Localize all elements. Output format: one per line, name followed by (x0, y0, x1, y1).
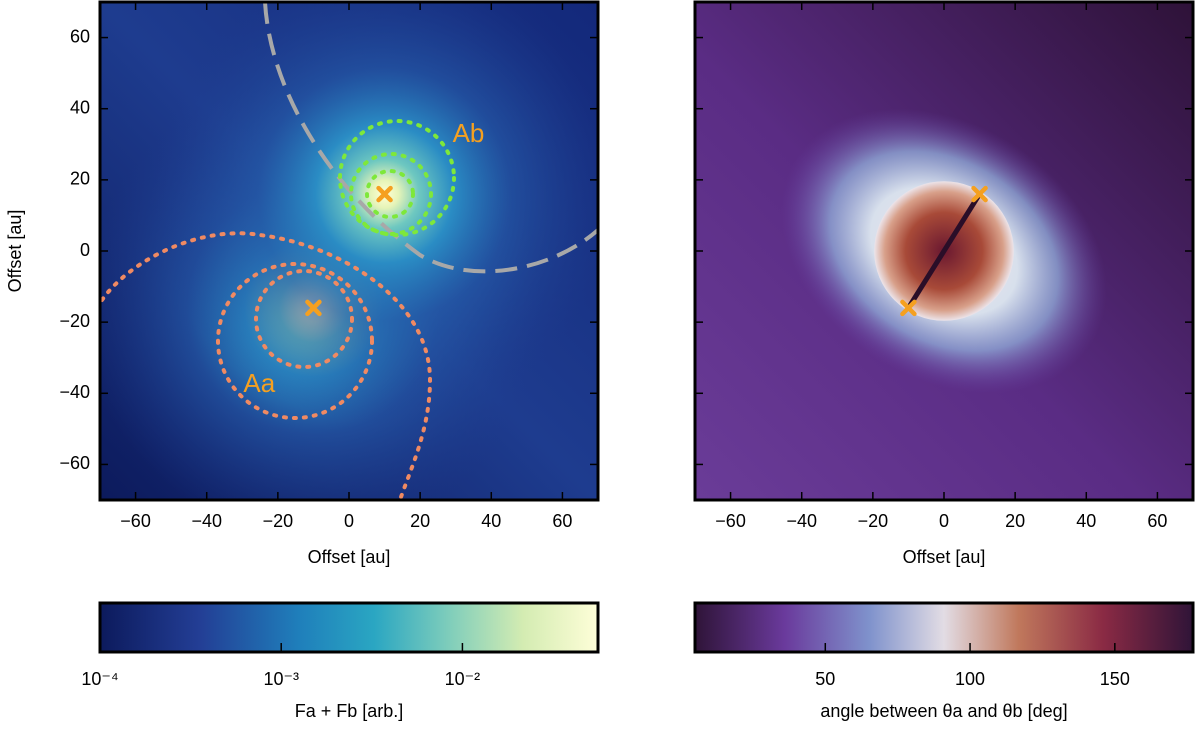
y-tick-label: 0 (80, 240, 90, 260)
x-tick-label: 20 (1005, 511, 1025, 531)
heatmap (100, 2, 598, 500)
x-axis-label: Offset [au] (308, 547, 391, 567)
x-tick-label: −20 (263, 511, 294, 531)
star-marker (376, 185, 393, 203)
colorbar-tick-label: 10⁻⁴ (81, 669, 118, 689)
x-tick-label: −40 (191, 511, 222, 531)
colorbar (98, 601, 600, 654)
x-tick-label: 60 (1147, 511, 1167, 531)
x-axis-label: Offset [au] (903, 547, 986, 567)
colorbar-tick-label: 50 (815, 669, 835, 689)
colorbar-tick-label: 150 (1100, 669, 1130, 689)
y-tick-label: −20 (59, 311, 90, 331)
colorbar-tick-label: 10⁻² (445, 669, 481, 689)
x-tick-label: 60 (552, 511, 572, 531)
x-tick-label: 0 (344, 511, 354, 531)
x-tick-label: 40 (481, 511, 501, 531)
colorbar-tick-label: 100 (955, 669, 985, 689)
null-line (906, 192, 982, 310)
colorbar (693, 601, 1195, 654)
y-tick-label: 40 (70, 97, 90, 117)
colorbar-label: Fa + Fb [arb.] (295, 701, 404, 721)
heatmap (695, 2, 1193, 500)
y-tick-label: 20 (70, 169, 90, 189)
contours (100, 2, 598, 500)
x-tick-label: −60 (715, 511, 746, 531)
y-axis-label: Offset [au] (5, 210, 25, 293)
x-tick-label: −40 (786, 511, 817, 531)
star-marker (971, 185, 988, 203)
colorbar-label: angle between θa and θb [deg] (820, 701, 1067, 721)
y-tick-label: 60 (70, 26, 90, 46)
annotation: Ab (453, 118, 485, 148)
star-marker (900, 299, 917, 317)
star-marker (305, 299, 322, 317)
x-tick-label: −60 (120, 511, 151, 531)
x-tick-label: 40 (1076, 511, 1096, 531)
colorbar-tick-label: 10⁻³ (263, 669, 299, 689)
x-tick-label: 20 (410, 511, 430, 531)
x-tick-label: 0 (939, 511, 949, 531)
y-tick-label: −40 (59, 382, 90, 402)
y-tick-label: −60 (59, 453, 90, 473)
annotation: Aa (243, 368, 275, 398)
x-tick-label: −20 (858, 511, 889, 531)
